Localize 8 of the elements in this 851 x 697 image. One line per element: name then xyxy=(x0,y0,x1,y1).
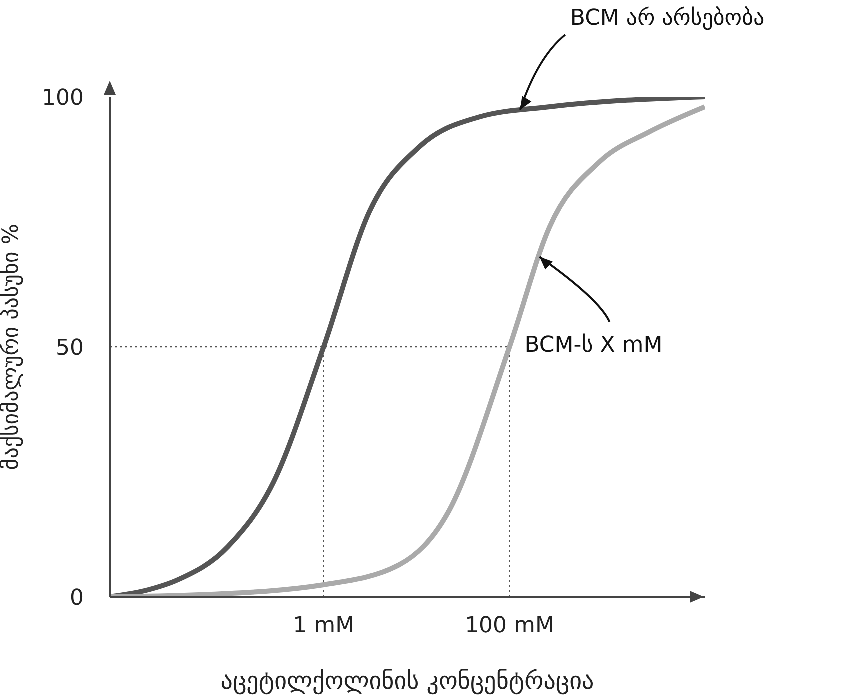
annotation: BCM-ს X mM xyxy=(524,333,663,358)
y-tick-label: 50 xyxy=(56,336,84,361)
annotation: BCM არ არსებობა xyxy=(570,6,765,31)
x-axis-title: აცეტილქოლინის კონცენტრაცია xyxy=(220,667,594,695)
y-tick-label: 100 xyxy=(42,86,84,111)
x-tick-label: 100 mM xyxy=(465,614,554,639)
y-tick-label: 0 xyxy=(70,586,84,611)
x-tick-label: 1 mM xyxy=(293,614,355,639)
